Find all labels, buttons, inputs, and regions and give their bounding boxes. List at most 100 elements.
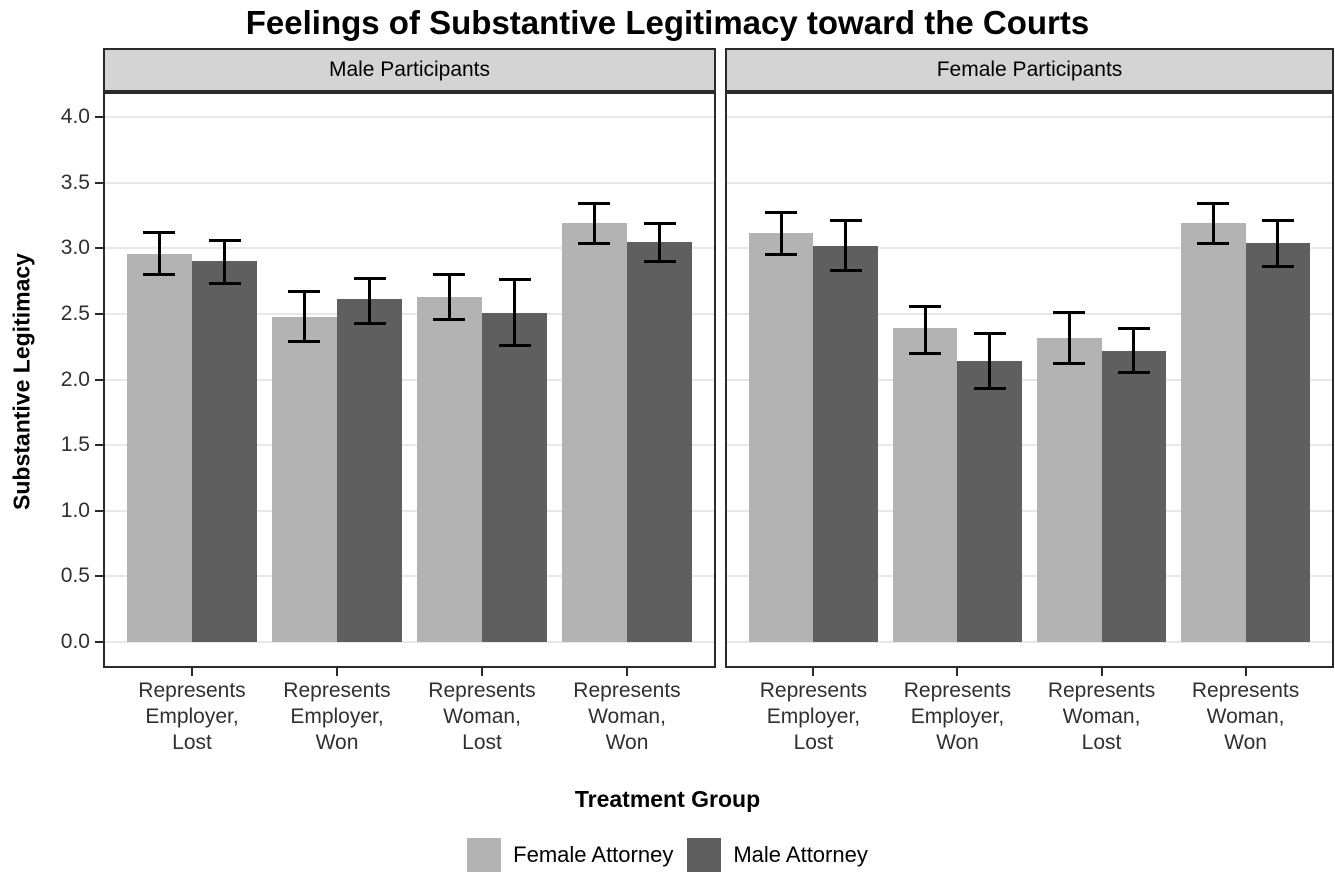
error-bar-stem <box>592 203 596 243</box>
bar-female-attorney <box>561 223 627 642</box>
gridline <box>727 247 1332 250</box>
y-tick-mark <box>95 312 103 315</box>
gridline <box>727 116 1332 118</box>
error-bar-stem <box>223 240 227 284</box>
error-bar-cap <box>208 282 241 286</box>
facet-panel <box>725 92 1334 668</box>
legend-item-male-attorney: Male Attorney <box>687 838 868 872</box>
gridline <box>105 509 714 512</box>
error-bar-stem <box>779 212 783 255</box>
bar-female-attorney <box>748 232 814 642</box>
error-bar-stem <box>658 223 662 262</box>
error-bar-cap <box>353 321 386 325</box>
gridline <box>105 116 714 118</box>
x-tick-mark <box>481 668 483 676</box>
gridline <box>727 444 1332 447</box>
y-tick-mark <box>95 509 103 512</box>
gridline <box>727 378 1332 381</box>
y-tick-label: 3.5 <box>60 170 90 194</box>
error-bar-stem <box>302 291 306 342</box>
bar-male-attorney <box>1245 243 1311 642</box>
y-tick-label: 3.0 <box>60 236 90 260</box>
x-tick-label: Represents Employer, Won <box>283 679 391 754</box>
bar-male-attorney <box>192 261 258 642</box>
gridline <box>105 247 714 250</box>
bar-female-attorney <box>416 296 482 642</box>
bar-female-attorney <box>1180 223 1246 642</box>
x-tick-mark <box>956 668 959 676</box>
error-bar-cap <box>143 273 176 276</box>
error-bar-cap <box>578 202 611 206</box>
legend-label-female-attorney: Female Attorney <box>513 842 674 867</box>
gridline <box>105 312 714 315</box>
x-axis-title: Treatment Group <box>574 786 761 812</box>
error-bar-cap <box>829 269 862 273</box>
error-bar-cap <box>1117 326 1150 330</box>
gridline <box>727 509 1332 512</box>
x-tick-mark <box>626 668 628 676</box>
error-bar-cap <box>765 211 798 215</box>
y-tick-label: 0.5 <box>60 564 90 588</box>
gridline <box>727 641 1332 643</box>
error-bar-stem <box>1067 312 1071 364</box>
gridline <box>727 312 1332 315</box>
error-bar-cap <box>498 278 531 282</box>
error-bar-cap <box>433 273 466 276</box>
x-tick-label: Represents Woman, Won <box>1191 679 1300 754</box>
legend-swatch-female-attorney <box>467 838 502 872</box>
gridline <box>727 181 1332 184</box>
gridline <box>727 575 1332 578</box>
x-tick-mark <box>1100 668 1103 676</box>
error-bar-cap <box>973 332 1006 336</box>
gridline <box>105 575 714 578</box>
error-bar-stem <box>368 278 372 324</box>
bar-female-attorney <box>1036 337 1102 642</box>
bar-male-attorney <box>337 299 403 642</box>
error-bar-cap <box>643 259 676 263</box>
legend-item-female-attorney: Female Attorney <box>467 838 673 872</box>
bar-female-attorney <box>126 253 192 642</box>
gridline <box>105 444 714 447</box>
x-tick-mark <box>1244 668 1247 676</box>
error-bar-stem <box>1211 203 1215 243</box>
y-tick-mark <box>95 116 103 118</box>
error-bar-stem <box>923 306 927 354</box>
error-bar-cap <box>643 221 676 225</box>
error-bar-stem <box>447 274 451 320</box>
bar-female-attorney <box>892 328 958 642</box>
bar-male-attorney <box>813 245 879 642</box>
gridline <box>105 181 714 184</box>
legend-swatch-male-attorney <box>687 838 722 872</box>
error-bar-stem <box>1276 220 1280 267</box>
x-tick-label: Represents Employer, Won <box>903 679 1012 754</box>
gridline <box>105 641 714 643</box>
error-bar-cap <box>1197 241 1230 245</box>
error-bar-stem <box>157 232 161 275</box>
y-tick-mark <box>95 575 103 578</box>
error-bar-stem <box>988 333 992 389</box>
y-tick-label: 4.0 <box>60 105 90 128</box>
error-bar-cap <box>909 351 942 355</box>
error-bar-cap <box>498 343 531 347</box>
y-tick-mark <box>95 641 103 643</box>
x-tick-mark <box>336 668 338 676</box>
bar-female-attorney <box>271 316 337 642</box>
error-bar-cap <box>973 387 1006 391</box>
facet-panel <box>103 92 716 668</box>
y-tick-label: 0.0 <box>60 630 90 653</box>
x-tick-label: Represents Woman, Lost <box>428 679 536 754</box>
bar-male-attorney <box>627 241 693 642</box>
error-bar-cap <box>143 231 176 234</box>
bar-male-attorney <box>482 312 548 642</box>
gridline <box>105 378 714 381</box>
error-bar-cap <box>829 219 862 223</box>
facet-strip: Female Participants <box>725 48 1334 92</box>
x-tick-label: Represents Employer, Lost <box>138 679 246 754</box>
error-bar-cap <box>208 238 241 242</box>
error-bar-cap <box>578 241 611 245</box>
y-tick-label: 2.0 <box>60 367 90 391</box>
x-tick-label: Represents Woman, Lost <box>1047 679 1156 754</box>
y-tick-mark <box>95 247 103 250</box>
y-tick-label: 1.5 <box>60 433 90 457</box>
